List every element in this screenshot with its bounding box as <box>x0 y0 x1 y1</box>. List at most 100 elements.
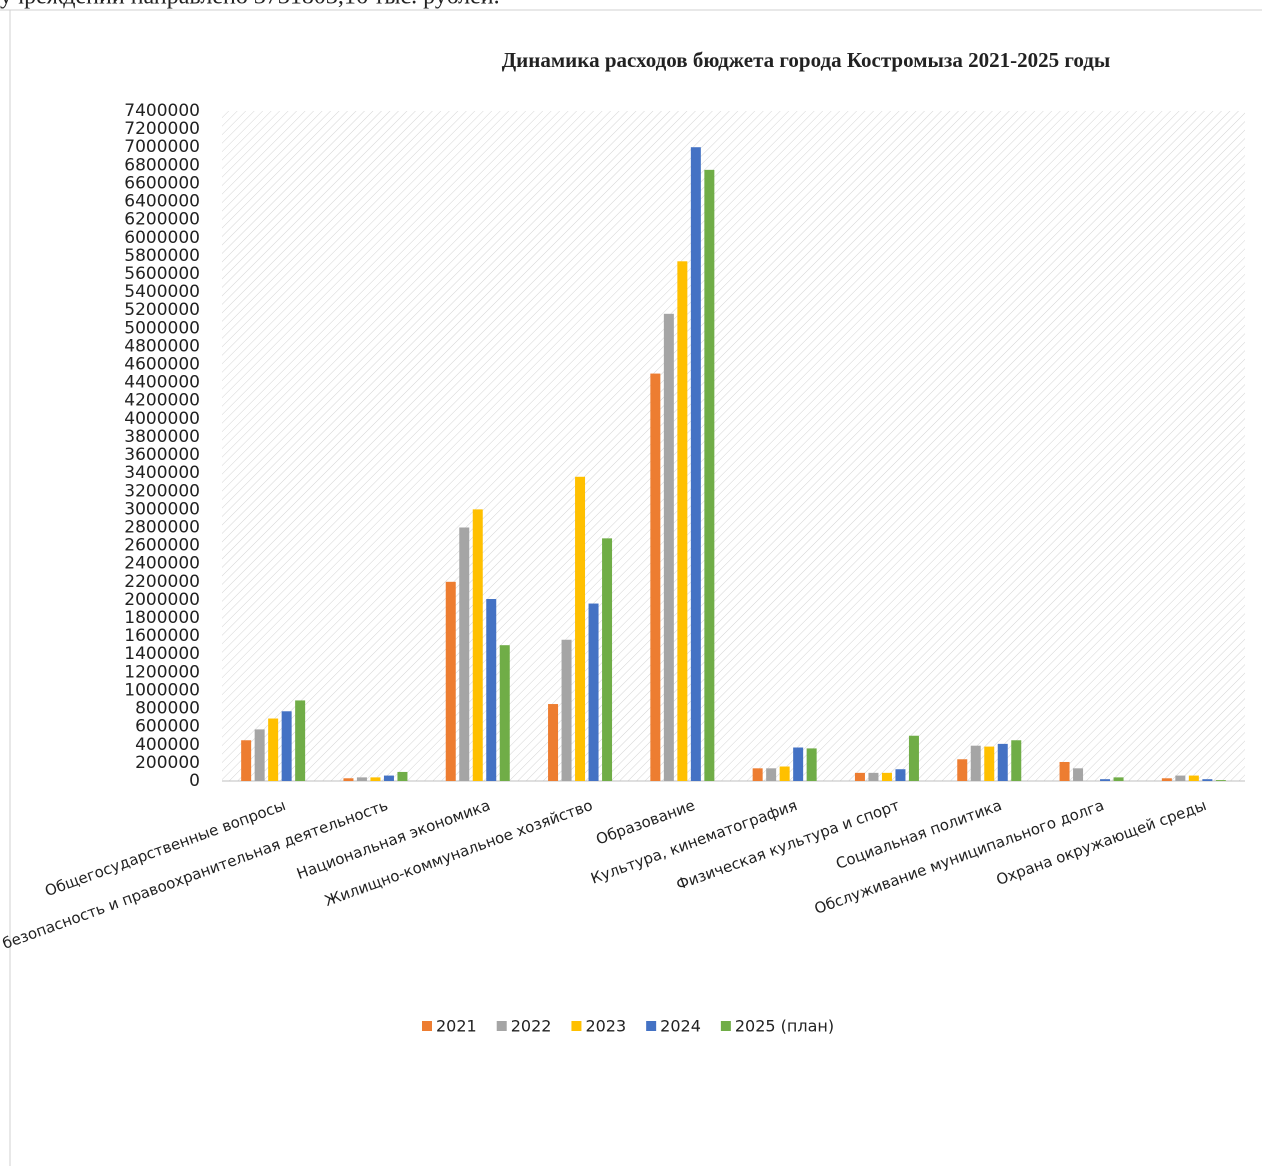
y-tick-label: 3000000 <box>124 499 200 519</box>
bar <box>1100 779 1111 781</box>
y-tick-label: 800000 <box>135 699 200 719</box>
bar <box>561 639 572 781</box>
bar <box>459 527 470 781</box>
bar <box>370 777 381 781</box>
bar <box>854 772 865 781</box>
bar <box>1113 777 1124 781</box>
y-tick-label: 1200000 <box>124 662 200 682</box>
bar <box>766 768 777 781</box>
bar <box>650 373 661 781</box>
bar <box>602 538 613 781</box>
y-tick-label: 2600000 <box>124 536 200 556</box>
y-tick-label: 6000000 <box>124 228 200 248</box>
y-tick-label: 7200000 <box>124 119 200 139</box>
bar <box>268 718 279 781</box>
page-text: учреждений направлено 3731803,16 тыс. ру… <box>0 0 500 10</box>
y-tick-label: 1800000 <box>124 608 200 628</box>
y-tick-label: 200000 <box>135 753 200 773</box>
bar <box>752 768 763 781</box>
plot-area <box>222 111 1245 781</box>
bar <box>281 711 292 781</box>
y-tick-label: 1400000 <box>124 644 200 664</box>
bar <box>881 772 892 781</box>
y-tick-label: 4800000 <box>124 336 200 356</box>
y-tick-label: 3800000 <box>124 427 200 447</box>
bar <box>472 509 483 781</box>
legend-label: 2021 <box>436 1017 477 1036</box>
bar <box>254 729 265 781</box>
bar <box>588 603 599 781</box>
y-tick-label: 5600000 <box>124 264 200 284</box>
bar <box>1202 779 1213 781</box>
y-tick-label: 3200000 <box>124 481 200 501</box>
legend-swatch <box>720 1021 731 1031</box>
y-tick-label: 2000000 <box>124 590 200 610</box>
bar <box>1175 775 1186 781</box>
bar <box>295 700 306 781</box>
bar <box>486 599 497 781</box>
bar <box>241 740 252 781</box>
bar <box>1215 780 1226 781</box>
chart-title: Динамика расходов бюджета города Костром… <box>502 48 1111 72</box>
bar <box>383 775 394 781</box>
legend-label: 2023 <box>585 1017 626 1036</box>
y-tick-label: 4200000 <box>124 391 200 411</box>
y-tick-label: 7400000 <box>124 101 200 121</box>
bar <box>997 743 1008 781</box>
y-tick-label: 7000000 <box>124 137 200 157</box>
bar <box>690 147 701 782</box>
y-tick-label: 6800000 <box>124 155 200 175</box>
bar <box>356 777 367 781</box>
bar <box>1059 761 1070 781</box>
bar <box>445 581 456 781</box>
y-tick-label: 2800000 <box>124 517 200 537</box>
y-tick-label: 5200000 <box>124 300 200 320</box>
legend-swatch <box>571 1021 582 1031</box>
bar <box>970 745 981 781</box>
bar <box>895 769 906 781</box>
bar <box>663 313 674 781</box>
bar <box>793 747 804 781</box>
legend-swatch <box>422 1021 432 1031</box>
legend-swatch <box>496 1021 507 1031</box>
y-tick-label: 6400000 <box>124 192 200 212</box>
bar <box>957 759 968 781</box>
bar <box>1011 740 1022 781</box>
y-tick-label: 5800000 <box>124 246 200 266</box>
y-tick-label: 2200000 <box>124 572 200 592</box>
bar <box>908 735 919 781</box>
y-tick-label: 600000 <box>135 717 200 737</box>
y-tick-label: 400000 <box>135 735 200 755</box>
legend-swatch <box>646 1021 657 1031</box>
bar <box>1188 775 1199 781</box>
bar <box>1073 768 1084 781</box>
y-tick-label: 5400000 <box>124 282 200 302</box>
legend-label: 2024 <box>660 1017 701 1036</box>
bar <box>1161 778 1172 781</box>
bar <box>499 645 510 781</box>
y-tick-label: 2400000 <box>124 554 200 574</box>
bar <box>575 476 586 781</box>
bar <box>704 169 715 782</box>
y-tick-label: 3600000 <box>124 445 200 465</box>
y-tick-label: 0 <box>189 771 200 791</box>
bar <box>779 766 790 781</box>
y-tick-label: 4000000 <box>124 409 200 429</box>
bar <box>984 746 995 781</box>
y-tick-label: 1600000 <box>124 626 200 646</box>
y-tick-label: 1000000 <box>124 680 200 700</box>
y-tick-label: 5000000 <box>124 318 200 338</box>
y-tick-label: 3400000 <box>124 463 200 483</box>
y-tick-label: 6200000 <box>124 210 200 230</box>
legend-label: 2025 (план) <box>735 1017 834 1036</box>
y-tick-label: 6600000 <box>124 173 200 193</box>
bar <box>548 704 559 781</box>
bar <box>677 261 688 781</box>
bar <box>397 771 408 781</box>
bar <box>343 778 354 781</box>
bar <box>868 772 879 781</box>
bar <box>806 748 817 781</box>
y-tick-label: 4600000 <box>124 355 200 375</box>
